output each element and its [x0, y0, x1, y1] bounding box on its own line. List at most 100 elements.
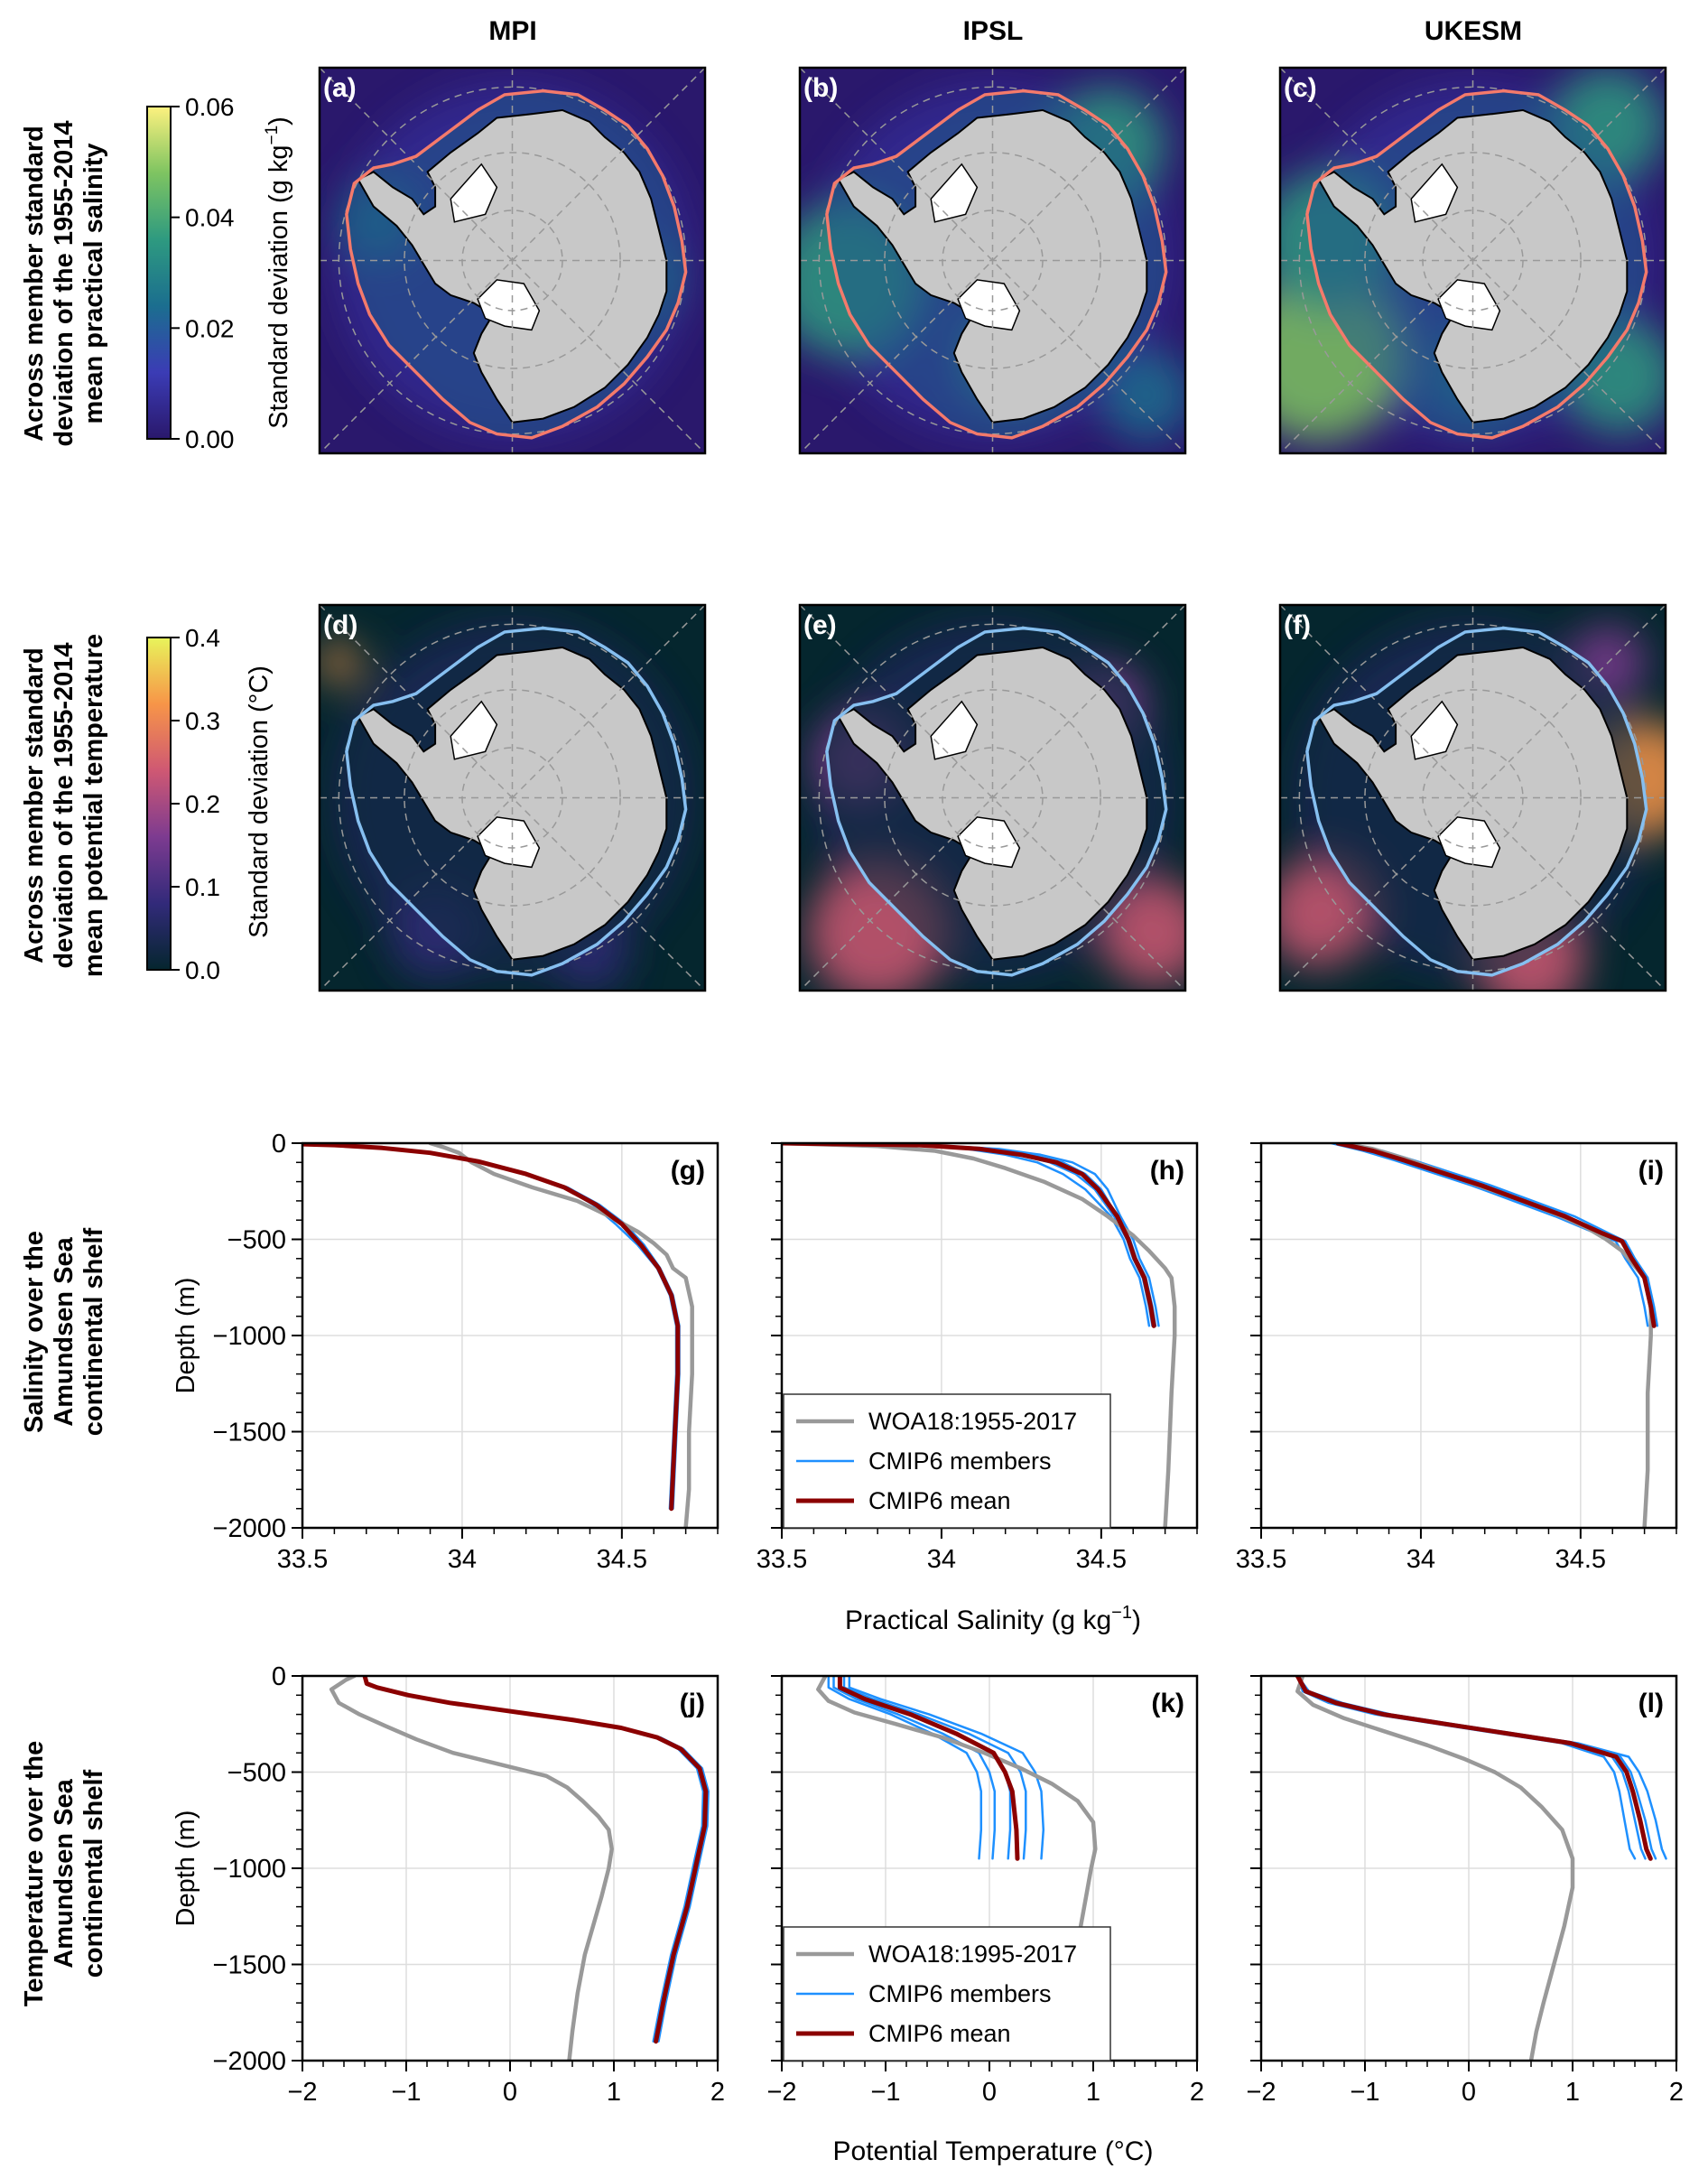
map-content [1280, 68, 1666, 453]
observation-line [1295, 1676, 1575, 2061]
map-panel-d: (d) [318, 603, 707, 992]
legend-label: WOA18:1995-2017 [868, 1941, 1077, 1968]
cmip6-member-line [782, 1143, 1160, 1327]
y-axis [1250, 1142, 1261, 1529]
y-axis: 0 −500 −1000 −1500 −2000 [213, 1130, 302, 1543]
x-tick-label: 34 [448, 1545, 477, 1574]
y-tick-label: 0 [272, 1662, 286, 1691]
cmip6-member-line [1296, 1676, 1647, 1860]
ice-shelf-ronne [1410, 700, 1459, 760]
ice-shelf-ross [477, 816, 541, 869]
latitude-circle [404, 689, 621, 907]
latitude-circle [884, 689, 1101, 907]
colorbar-salinity-ticks: 0.00 0.02 0.04 0.06 [171, 93, 235, 453]
y-tick-label: −1500 [213, 1951, 286, 1980]
legend-label: CMIP6 mean [868, 1487, 1011, 1514]
cmip6-mean-line [782, 1143, 1156, 1328]
profile-chart-h: 33.5 34 34.5 (h) WOA18:1955-2017 CMIP6 member… [757, 1141, 1199, 1574]
grid [302, 1675, 719, 2062]
ice-shelf-ronne [1410, 163, 1459, 223]
map-frame [318, 603, 707, 992]
x-tick-label: 34.5 [1076, 1545, 1127, 1574]
x-tick-label: 34.5 [597, 1545, 647, 1574]
y-axis [771, 1142, 782, 1529]
x-tick-label: 33.5 [757, 1545, 807, 1574]
x-tick-label: 1 [1565, 2078, 1580, 2107]
map-panel-c: (c) [1278, 66, 1667, 455]
plot-area [329, 1676, 710, 2061]
map-content [800, 68, 1185, 453]
ice-shelf-ross [957, 816, 1021, 869]
column-title-mpi: MPI [488, 16, 536, 46]
cmip6-mean-line [837, 1676, 1020, 1861]
latitude-circle [1364, 152, 1582, 369]
x-axis: 33.5 34 34.5 [757, 1528, 1198, 1574]
salinity-xlabel: Practical Salinity (g kg−1) [845, 1603, 1141, 1635]
std-field-blob [1100, 879, 1185, 987]
ice-shelf-ronne [450, 163, 498, 223]
latitude-circle [884, 152, 1101, 369]
y-tick-label: −1000 [213, 1322, 286, 1351]
y-axis [771, 1675, 782, 2062]
x-tick-label: 1 [1086, 2078, 1100, 2107]
y-axis-label: Depth (m) [172, 1278, 200, 1394]
colorbar-tick-label: 0.06 [185, 93, 235, 121]
grid [302, 1142, 718, 1529]
y-tick-label: 0 [272, 1130, 286, 1159]
map-panel-b: (b) [798, 66, 1187, 455]
y-axis: 0 −500 −1000 −1500 −2000 [213, 1662, 302, 2076]
map-content [800, 605, 1185, 991]
panel-label: (i) [1638, 1156, 1664, 1186]
plot-area [1295, 1676, 1667, 2061]
x-tick-label: 34.5 [1555, 1545, 1606, 1574]
cmip6-member-line [302, 1143, 678, 1510]
shelf-break-contour [345, 88, 688, 440]
map-frame [798, 603, 1187, 992]
row-title-line: continental shelf [79, 1227, 108, 1436]
cmip6-mean-line [1335, 1143, 1657, 1328]
row-title-line: Across member standard [20, 126, 49, 442]
std-field-blob [1100, 349, 1185, 442]
cmip6-mean-line [1295, 1676, 1653, 1861]
colorbar-tick-label: 0.4 [185, 624, 220, 652]
x-tick-label: 33.5 [277, 1545, 328, 1574]
x-tick-label: 2 [710, 2078, 725, 2107]
x-tick-label: −1 [870, 2078, 900, 2107]
y-tick-label: −500 [227, 1226, 286, 1255]
legend: WOA18:1955-2017 CMIP6 members CMIP6 mean [783, 1393, 1111, 1529]
legend: WOA18:1995-2017 CMIP6 members CMIP6 mean [783, 1926, 1111, 2062]
map-frame [318, 66, 707, 455]
panel-label: (e) [803, 610, 837, 640]
panel-label: (b) [803, 73, 838, 103]
cmip6-member-line [782, 1143, 1157, 1327]
meridian [800, 605, 1185, 991]
ice-shelf-ronne [930, 700, 979, 760]
ice-shelf-ronne [930, 163, 979, 223]
map-panel-a: (a) [318, 66, 707, 455]
panel-label: (j) [680, 1689, 705, 1718]
colorbar-salinity: 0.00 0.02 0.04 0.06 Standard deviation (g k… [146, 93, 293, 453]
y-tick-label: −1500 [213, 1419, 286, 1447]
map-content [320, 68, 705, 453]
row-title-line: mean potential temperature [79, 634, 108, 977]
latitude-circle [404, 152, 621, 369]
cmip6-member-line [838, 1676, 1012, 1860]
profile-chart-j: −2 −1 0 1 2 0 −500 −1000 −1500 −2000 Depth (m) (j) [172, 1662, 725, 2107]
cmip6-mean-line [302, 1143, 681, 1512]
cmip6-member-line [302, 1143, 681, 1510]
colorbar-temperature-bar [146, 637, 172, 971]
panel-label: (k) [1151, 1689, 1184, 1718]
row-title-line: mean practical salinity [79, 143, 108, 424]
colorbar-salinity-bar [146, 106, 172, 440]
colorbar-salinity-label: Standard deviation (g kg−1) [263, 116, 293, 429]
grid [1260, 1675, 1677, 2062]
colorbar-tick-label: 0.02 [185, 314, 235, 342]
row-title-line: Across member standard [20, 647, 49, 963]
colorbar-tick-label: 0.2 [185, 790, 220, 818]
row-title-line: Amundsen Sea [50, 1236, 79, 1426]
cmip6-member-line [363, 1676, 705, 2043]
x-axis: 33.5 34 34.5 [277, 1528, 719, 1574]
x-tick-label: 2 [1669, 2078, 1684, 2107]
